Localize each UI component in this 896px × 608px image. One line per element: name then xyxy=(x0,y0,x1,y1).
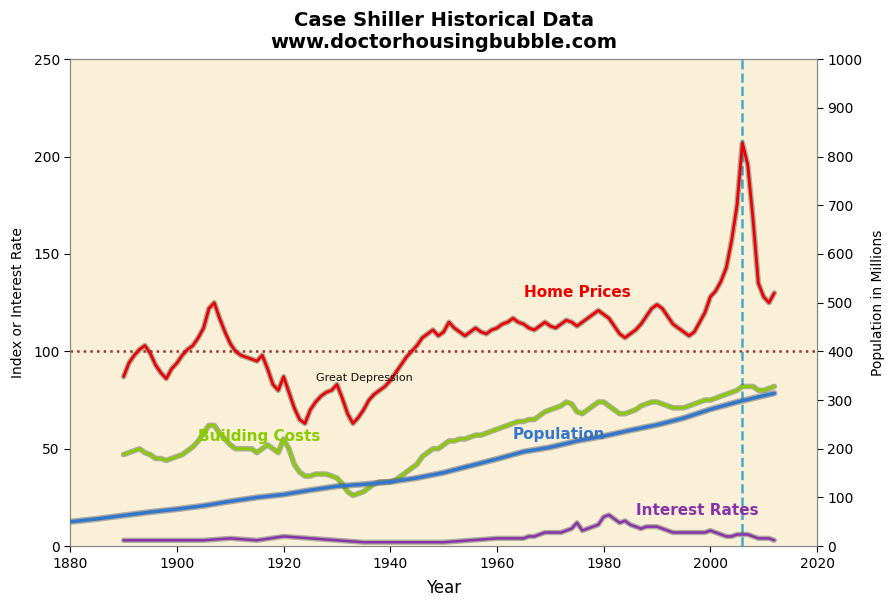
Text: Great Depression: Great Depression xyxy=(315,373,412,382)
Y-axis label: Index or Interest Rate: Index or Interest Rate xyxy=(11,227,25,378)
Y-axis label: Population in Millions: Population in Millions xyxy=(871,229,885,376)
X-axis label: Year: Year xyxy=(426,579,461,597)
Text: Interest Rates: Interest Rates xyxy=(635,503,758,518)
Text: Population: Population xyxy=(513,427,606,442)
Title: Case Shiller Historical Data
www.doctorhousingbubble.com: Case Shiller Historical Data www.doctorh… xyxy=(270,11,617,52)
Text: Home Prices: Home Prices xyxy=(523,285,631,300)
Text: Building Costs: Building Costs xyxy=(198,429,321,444)
